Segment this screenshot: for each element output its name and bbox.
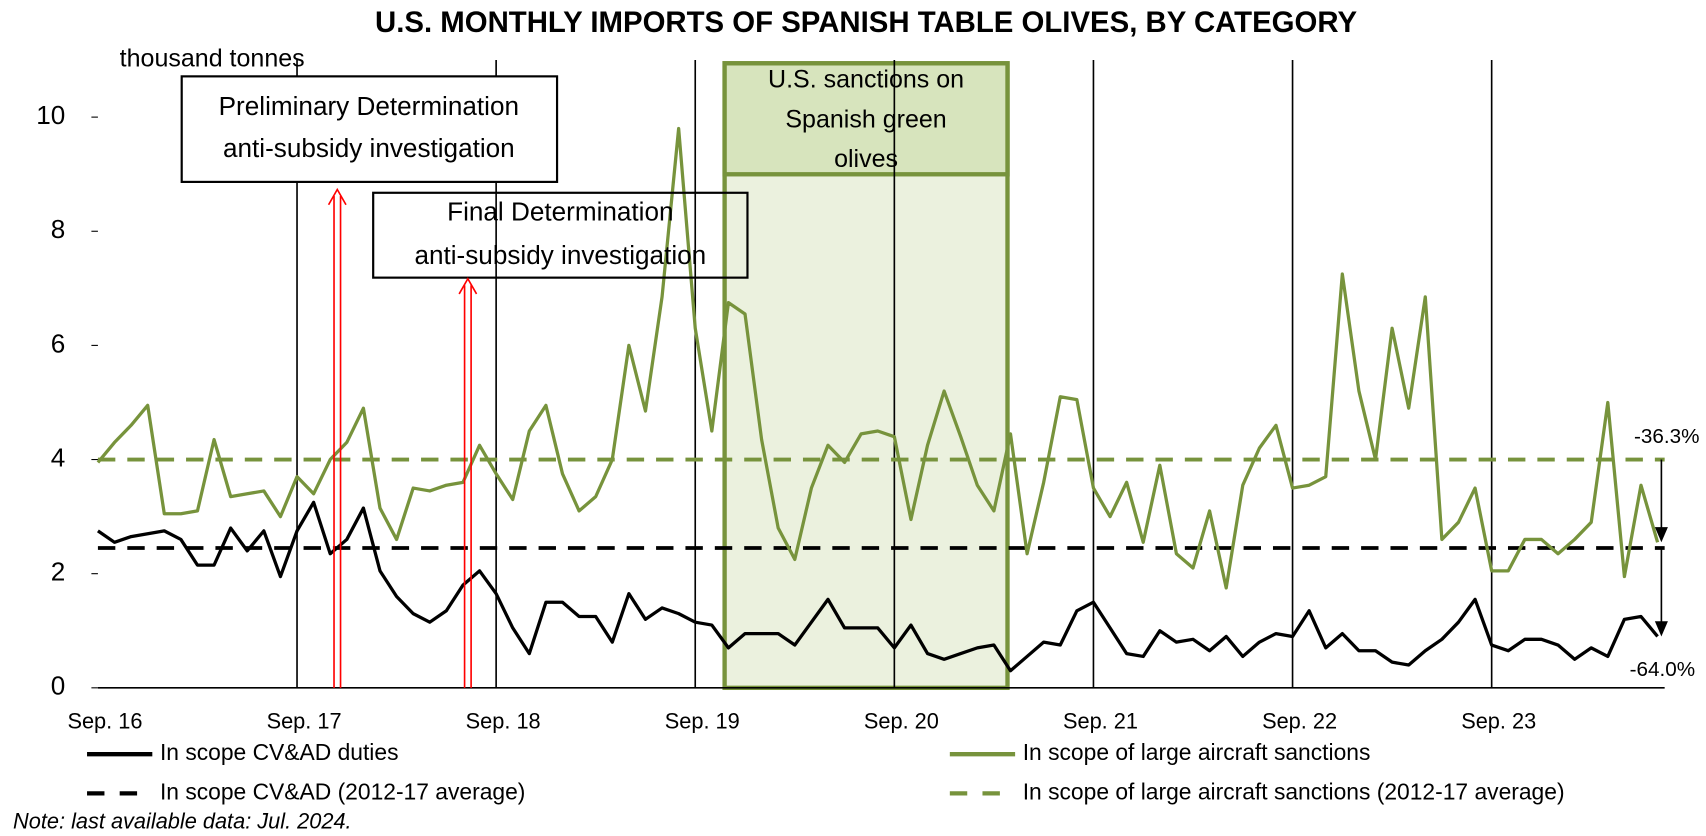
change-arrowhead [1654,621,1668,637]
x-tick-label: Sep. 19 [665,708,740,733]
y-axis-label: thousand tonnes [120,45,305,73]
change-label: -64.0% [1630,658,1695,681]
legend-label: In scope of large aircraft sanctions (20… [1023,778,1565,804]
y-tick-label: 8 [51,214,66,244]
annotation: U.S. sanctions on [768,65,964,93]
plot [96,126,1665,673]
legend-label: In scope CV&AD duties [160,739,399,765]
x-tick-label: Sep. 23 [1461,708,1536,733]
annotation: Spanish green [785,106,946,134]
y-tick-label: 4 [51,442,66,472]
annotation-box [372,191,749,279]
y-tick-label: 6 [51,328,66,358]
change-arrowhead [1654,527,1668,543]
y-tick-label: 2 [51,557,66,587]
x-tick-label: Sep. 18 [466,708,541,733]
x-tick-label: Sep. 22 [1262,708,1337,733]
sanctions-header [722,61,1010,177]
legend-label: In scope CV&AD (2012-17 average) [160,778,525,804]
x-tick-label: Sep. 20 [864,708,939,733]
chart-title: U.S. MONTHLY IMPORTS OF SPANISH TABLE OL… [375,6,1357,39]
y-tick-label: 0 [51,671,66,701]
change-label: -36.3% [1634,425,1699,448]
legend-label: In scope of large aircraft sanctions [1023,739,1371,765]
series-line [96,500,1659,673]
series-line [96,126,1660,590]
x-tick-label: Sep. 16 [67,708,142,733]
y-tick-label: 10 [36,100,65,130]
red-arrow [327,187,478,688]
x-tick-label: Sep. 21 [1063,708,1138,733]
annotation-box [180,75,559,183]
annotation: anti-subsidy investigation [223,133,515,163]
note: Note: last available data: Jul. 2024. [13,808,352,833]
annotation: olives [834,145,898,173]
x-tick-label: Sep. 17 [267,708,342,733]
annotation: anti-subsidy investigation [414,240,706,270]
annotation: Final Determination [447,196,673,226]
grid [91,60,1665,689]
annotation: Preliminary Determination [219,91,519,121]
